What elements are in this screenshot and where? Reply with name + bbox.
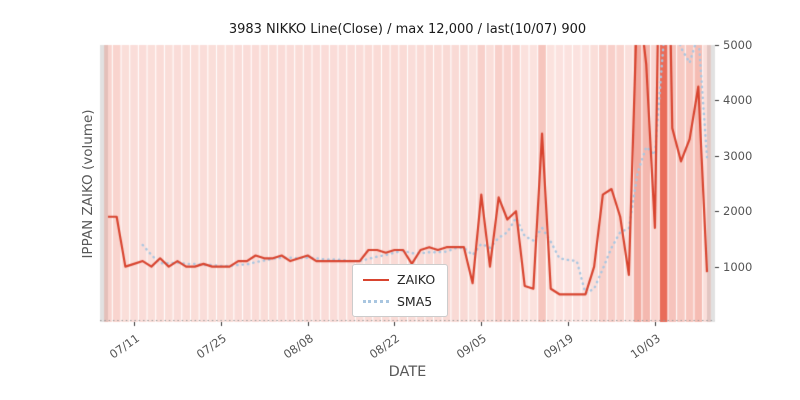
legend: ZAIKO SMA5 <box>352 264 449 317</box>
legend-label-zaiko: ZAIKO <box>397 272 436 287</box>
y-tick-label: 1000 <box>723 259 753 274</box>
sma5-line-swatch <box>363 300 389 303</box>
legend-item-zaiko: ZAIKO <box>363 272 435 287</box>
y-tick-label: 3000 <box>723 148 753 163</box>
y-axis-label: IPPAN ZAIKO (volume) <box>80 109 96 259</box>
y-tick-label: 2000 <box>723 204 753 219</box>
y-tick-label: 4000 <box>723 93 753 108</box>
zaiko-line-swatch <box>363 278 389 281</box>
legend-item-sma5: SMA5 <box>363 294 435 309</box>
chart-title: 3983 NIKKO Line(Close) / max 12,000 / la… <box>228 22 587 37</box>
legend-label-sma5: SMA5 <box>397 294 433 309</box>
y-tick-label: 5000 <box>723 38 753 52</box>
x-axis-label: DATE <box>388 364 427 380</box>
